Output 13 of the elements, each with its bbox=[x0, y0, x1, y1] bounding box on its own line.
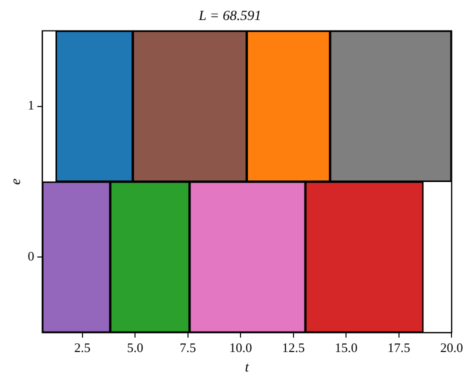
y-tick-label: 1 bbox=[28, 98, 34, 113]
x-tick-label: 5.0 bbox=[127, 340, 144, 355]
x-tick-label: 7.5 bbox=[180, 340, 196, 355]
x-tick-label: 10.0 bbox=[229, 340, 252, 355]
x-tick-label: 20.0 bbox=[440, 340, 463, 355]
y-tick-label: 0 bbox=[28, 248, 34, 264]
x-tick-label: 12.5 bbox=[282, 340, 305, 355]
y-axis-title: e bbox=[9, 178, 24, 185]
x-tick-label: 15.0 bbox=[334, 340, 358, 355]
x-tick-label: 17.5 bbox=[388, 340, 410, 355]
x-tick-label: 2.5 bbox=[74, 340, 91, 355]
chart-title: L = 68.591 bbox=[198, 9, 262, 24]
x-axis-title: t bbox=[245, 360, 250, 376]
